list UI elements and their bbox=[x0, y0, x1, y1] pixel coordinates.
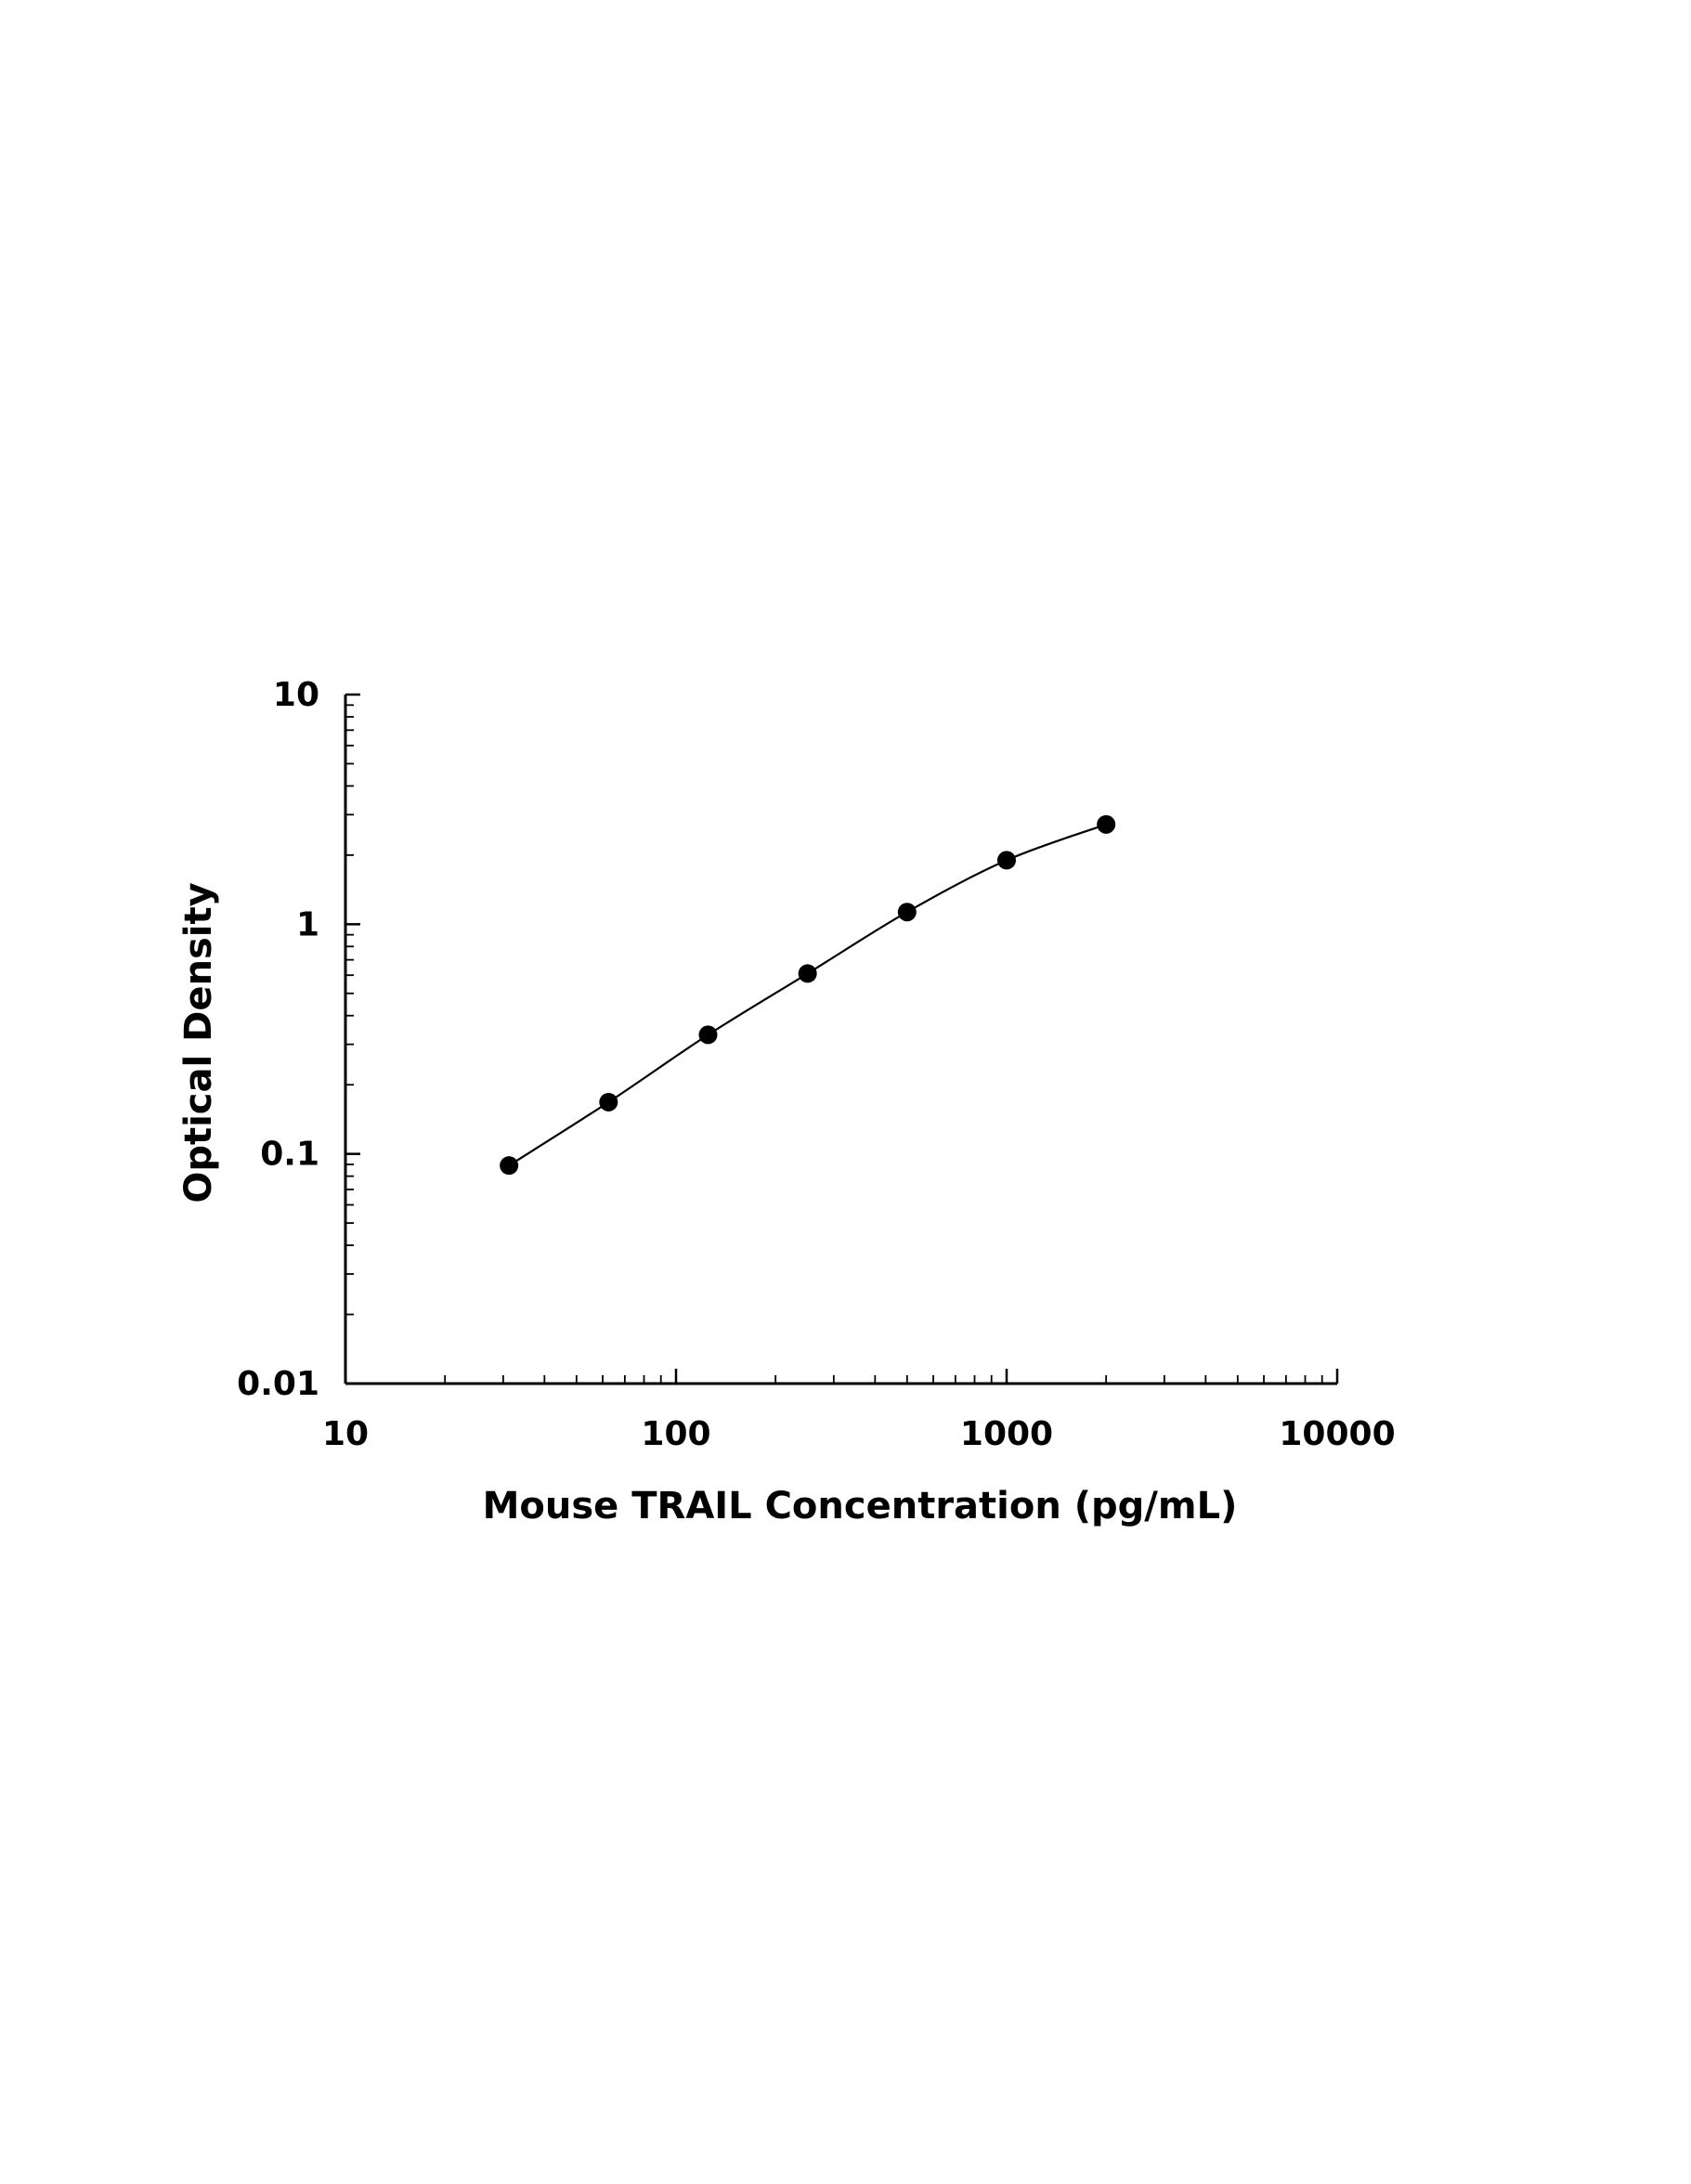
y-tick-label: 0.01 bbox=[237, 1365, 319, 1403]
data-point bbox=[500, 1156, 519, 1176]
y-tick-label: 10 bbox=[273, 676, 319, 714]
data-point bbox=[897, 903, 917, 922]
data-point bbox=[798, 964, 817, 983]
y-tick-label: 0.1 bbox=[260, 1136, 319, 1174]
data-point bbox=[997, 851, 1016, 870]
x-axis-title: Mouse TRAIL Concentration (pg/mL) bbox=[483, 1485, 1238, 1528]
y-axis-ticks bbox=[345, 693, 360, 1385]
x-tick-label: 100 bbox=[641, 1415, 710, 1453]
y-tick-label: 1 bbox=[296, 905, 319, 943]
y-axis-tick-labels: 0.01 0.1 1 10 bbox=[237, 676, 319, 1403]
x-axis-tick-labels: 10 100 1000 10000 bbox=[322, 1415, 1396, 1453]
x-tick-label: 1000 bbox=[960, 1415, 1053, 1453]
axes bbox=[344, 695, 1337, 1385]
data-point bbox=[599, 1092, 618, 1112]
y-axis-title: Optical Density bbox=[177, 882, 220, 1202]
data-point bbox=[1097, 814, 1116, 834]
x-axis-ticks bbox=[344, 1369, 1339, 1384]
fit-curve-line bbox=[508, 823, 1107, 1167]
data-point bbox=[698, 1025, 718, 1045]
data-points bbox=[500, 814, 1116, 1176]
x-tick-label: 10 bbox=[322, 1415, 369, 1453]
x-tick-label: 10000 bbox=[1279, 1415, 1395, 1453]
